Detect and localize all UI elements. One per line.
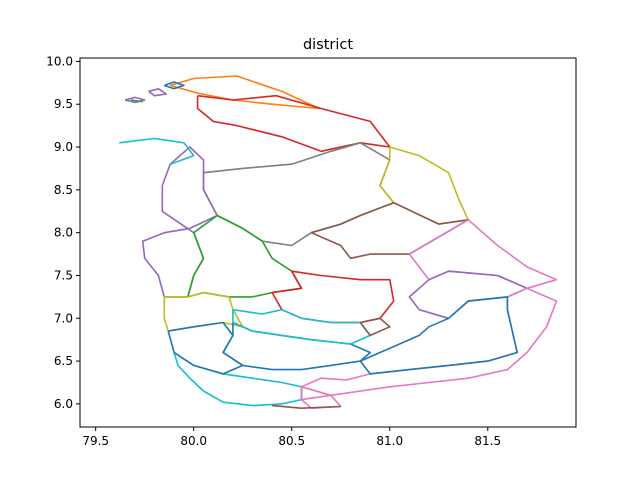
x-tick-label: 80.5: [278, 434, 305, 448]
district-boundary-14: [359, 296, 519, 375]
x-axis-ticks: 79.5 80.0 80.5 81.0 81.5: [82, 427, 501, 448]
district-boundary-23: [130, 99, 143, 103]
y-tick-label: 10.0: [46, 54, 73, 68]
y-tick-label: 6.0: [54, 397, 73, 411]
y-tick-label: 7.0: [54, 311, 73, 325]
y-tick-label: 6.5: [54, 354, 73, 368]
district-boundary-24: [164, 81, 185, 90]
x-tick-label: 79.5: [82, 434, 109, 448]
y-tick-label: 8.0: [54, 226, 73, 240]
chart-title: district: [303, 37, 353, 53]
district-boundary-22: [124, 96, 146, 104]
x-tick-label: 80.0: [180, 434, 207, 448]
y-tick-label: 9.5: [54, 97, 73, 111]
district-boundary-20: [272, 404, 341, 410]
district-boundary-25: [148, 88, 168, 97]
y-axis-ticks: 6.0 6.5 7.0 7.5 8.0 8.5 9.0 9.5 10.0: [46, 54, 80, 411]
district-boundaries: [119, 75, 558, 410]
district-boundary-5: [119, 137, 195, 165]
y-tick-label: 9.0: [54, 140, 73, 154]
y-tick-label: 7.5: [54, 268, 73, 282]
district-boundary-9: [187, 214, 303, 298]
x-tick-label: 81.5: [474, 434, 501, 448]
district-boundary-17: [359, 317, 391, 337]
axes-frame: [79, 57, 577, 428]
y-tick-label: 8.5: [54, 183, 73, 197]
district-boundary-18: [173, 351, 303, 407]
district-boundary-21: [167, 321, 244, 375]
x-tick-label: 81.0: [376, 434, 403, 448]
